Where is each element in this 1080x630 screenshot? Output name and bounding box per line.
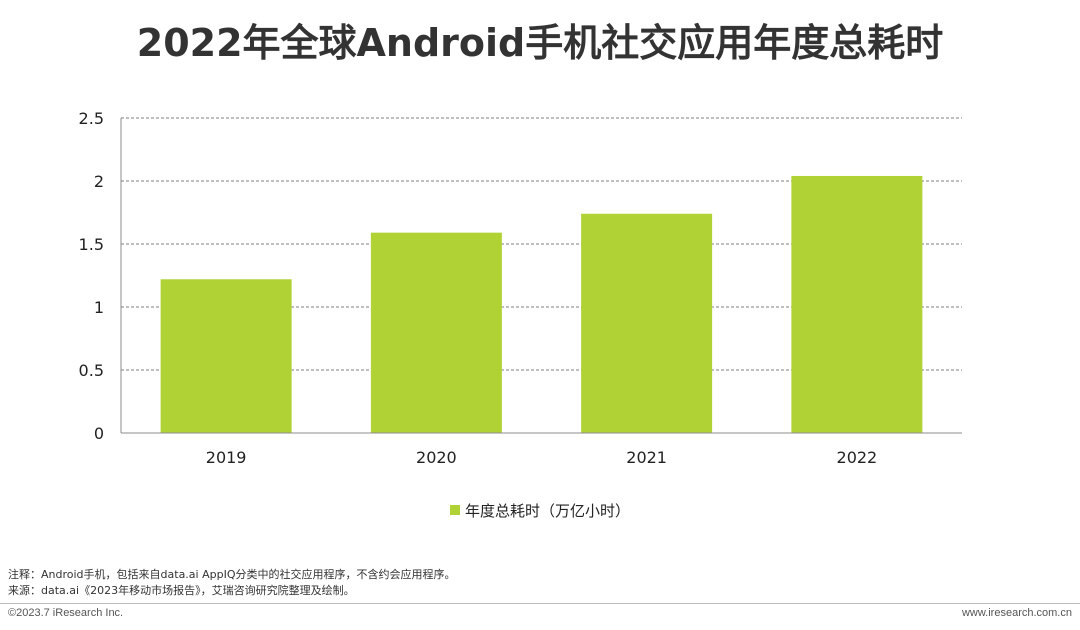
footer-website[interactable]: www.iresearch.com.cn xyxy=(961,607,1072,619)
legend-swatch xyxy=(449,505,460,515)
chart-source: 来源：data.ai《2023年移动市场报告》，艾瑞咨询研究院整理及绘制。 xyxy=(8,584,355,597)
bar xyxy=(370,232,502,433)
y-tick-label: 1 xyxy=(94,298,104,317)
y-tick-label: 0.5 xyxy=(79,361,104,380)
y-tick-label: 0 xyxy=(94,424,104,443)
chart-title: 2022年全球Android手机社交应用年度总耗时 xyxy=(136,21,944,65)
legend-label: 年度总耗时（万亿小时） xyxy=(465,502,630,520)
bar xyxy=(160,279,292,433)
legend-item: 年度总耗时（万亿小时） xyxy=(449,502,630,520)
y-tick-label: 2 xyxy=(94,172,104,191)
bar xyxy=(791,175,923,433)
axes: 0 0.5 1 1.5 2 2.5 2019 2020 2021 2022 xyxy=(79,109,962,467)
bars xyxy=(160,175,923,433)
y-tick-label: 2.5 xyxy=(79,109,104,128)
x-tick-label: 2020 xyxy=(416,448,457,467)
footer-copyright: ©2023.7 iResearch Inc. xyxy=(8,607,124,619)
bar-chart: 0 0.5 1 1.5 2 2.5 2019 2020 2021 2022 年度总耗时（万亿小时） xyxy=(79,109,962,520)
y-tick-label: 1.5 xyxy=(79,235,104,254)
chart-note: 注释：Android手机，包括来自data.ai AppIQ分类中的社交应用程序… xyxy=(8,568,456,581)
legend: 年度总耗时（万亿小时） xyxy=(449,502,630,520)
bar xyxy=(581,213,713,433)
x-tick-label: 2022 xyxy=(837,448,878,467)
x-tick-label: 2019 xyxy=(206,448,247,467)
footer-divider xyxy=(0,603,1080,604)
x-tick-label: 2021 xyxy=(626,448,667,467)
